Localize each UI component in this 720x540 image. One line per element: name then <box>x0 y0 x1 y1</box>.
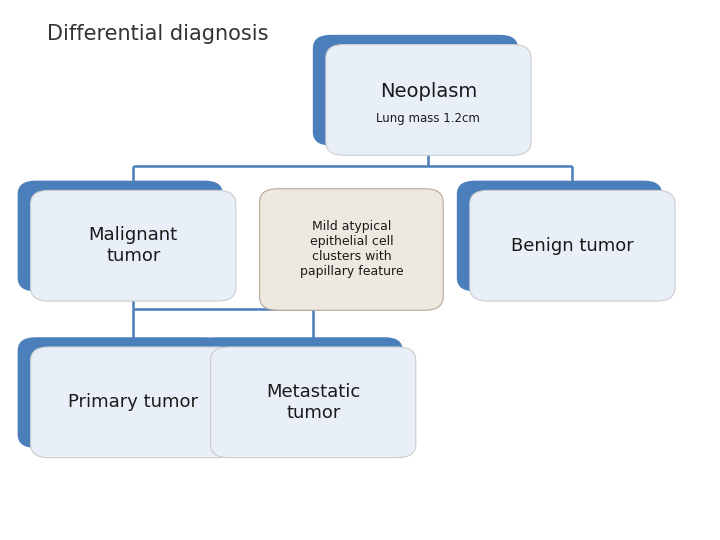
FancyBboxPatch shape <box>210 347 416 458</box>
FancyBboxPatch shape <box>325 45 531 156</box>
FancyBboxPatch shape <box>456 180 662 292</box>
Text: Differential diagnosis: Differential diagnosis <box>47 24 269 44</box>
Text: Neoplasm: Neoplasm <box>379 82 477 101</box>
Text: Benign tumor: Benign tumor <box>511 237 634 255</box>
Text: Lung mass 1.2cm: Lung mass 1.2cm <box>377 112 480 125</box>
FancyBboxPatch shape <box>30 191 236 301</box>
FancyBboxPatch shape <box>17 180 223 292</box>
Text: Primary tumor: Primary tumor <box>68 393 198 411</box>
Text: Malignant
tumor: Malignant tumor <box>89 226 178 265</box>
FancyBboxPatch shape <box>17 337 223 448</box>
FancyBboxPatch shape <box>197 337 402 448</box>
FancyBboxPatch shape <box>312 35 518 146</box>
Text: Metastatic
tumor: Metastatic tumor <box>266 383 360 422</box>
FancyBboxPatch shape <box>30 347 236 458</box>
FancyBboxPatch shape <box>260 189 443 310</box>
FancyBboxPatch shape <box>469 191 675 301</box>
Text: Mild atypical
epithelial cell
clusters with
papillary feature: Mild atypical epithelial cell clusters w… <box>300 220 403 279</box>
